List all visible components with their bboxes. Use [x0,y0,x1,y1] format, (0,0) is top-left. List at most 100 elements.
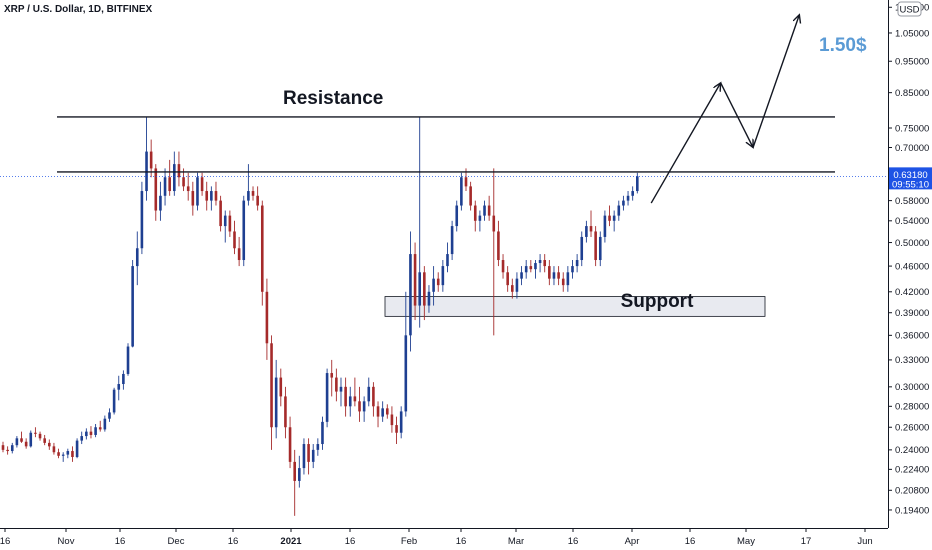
candle[interactable] [580,231,584,267]
candle[interactable] [594,226,597,267]
candle[interactable] [603,210,607,243]
candle[interactable] [436,272,440,292]
candle[interactable] [34,427,37,438]
candle[interactable] [441,260,445,292]
candle[interactable] [205,181,209,211]
candle[interactable] [140,181,144,255]
candle[interactable] [20,431,23,443]
candle[interactable] [404,291,408,417]
candle[interactable] [284,386,287,439]
candle[interactable] [260,200,264,306]
candle[interactable] [71,446,74,462]
candle[interactable] [131,260,134,348]
candle[interactable] [367,377,371,407]
candle[interactable] [265,278,269,360]
candle[interactable] [529,260,533,273]
candle[interactable] [85,428,88,440]
candle[interactable] [126,343,130,376]
candle[interactable] [598,231,602,267]
candle[interactable] [15,436,19,448]
candle[interactable] [622,195,625,211]
candle[interactable] [298,455,301,488]
candle[interactable] [339,377,343,407]
candle[interactable] [66,448,70,459]
candle[interactable] [103,415,107,432]
candle[interactable] [427,285,431,313]
candle[interactable] [487,195,491,221]
candle[interactable] [473,200,477,232]
candle[interactable] [316,438,320,456]
candle[interactable] [122,370,125,390]
candle[interactable] [548,260,551,286]
candle[interactable] [94,424,97,438]
candle[interactable] [409,231,412,352]
candle[interactable] [1,441,5,453]
candle[interactable] [256,186,259,211]
candle[interactable] [200,172,204,196]
candle[interactable] [566,266,570,292]
candle[interactable] [492,168,496,336]
candle[interactable] [506,266,509,292]
candle[interactable] [163,168,167,206]
candle[interactable] [196,172,199,211]
candle[interactable] [557,266,560,286]
candle[interactable] [149,139,153,178]
candle[interactable] [307,438,310,475]
candle[interactable] [561,272,565,292]
candle[interactable] [61,452,65,462]
support-zone[interactable] [384,296,766,317]
candle[interactable] [80,431,84,445]
candle[interactable] [362,396,366,422]
candle[interactable] [469,181,472,211]
candle[interactable] [483,200,486,221]
candle[interactable] [534,260,537,279]
candle[interactable] [358,386,361,422]
candle[interactable] [228,210,232,237]
candle[interactable] [617,200,621,221]
candle[interactable] [631,186,634,201]
candle[interactable] [6,446,9,455]
candle[interactable] [321,416,324,450]
candle[interactable] [29,430,33,448]
candle[interactable] [237,236,241,267]
candle[interactable] [38,431,42,441]
candle[interactable] [543,254,547,273]
candle[interactable] [223,210,227,243]
candle[interactable] [335,368,338,402]
currency-badge[interactable]: USD [897,1,922,17]
candle[interactable] [24,438,28,449]
candle[interactable] [279,368,283,407]
candle[interactable] [381,401,384,422]
candle[interactable] [191,181,195,216]
candle[interactable] [117,375,121,401]
candle[interactable] [311,444,315,469]
candle[interactable] [608,205,611,227]
candle[interactable] [186,172,190,201]
candle[interactable] [575,254,579,273]
candle[interactable] [112,387,116,415]
candle[interactable] [571,260,574,279]
candle[interactable] [511,278,514,299]
candle[interactable] [418,116,421,328]
candle[interactable] [390,406,394,433]
candle[interactable] [446,242,449,273]
candle[interactable] [460,172,463,211]
candle[interactable] [612,210,616,232]
candle[interactable] [135,231,139,286]
candle[interactable] [173,151,176,196]
candle[interactable] [214,181,218,206]
candle[interactable] [376,401,380,428]
candle[interactable] [497,220,500,267]
candle[interactable] [288,416,292,469]
candle[interactable] [348,386,352,417]
candle[interactable] [274,359,278,439]
candle[interactable] [589,210,593,237]
candle[interactable] [52,442,56,455]
candle[interactable] [242,195,246,267]
candle[interactable] [251,186,255,201]
candle[interactable] [98,420,102,432]
candle[interactable] [270,335,273,450]
candle[interactable] [432,266,435,306]
candle[interactable] [515,272,519,299]
